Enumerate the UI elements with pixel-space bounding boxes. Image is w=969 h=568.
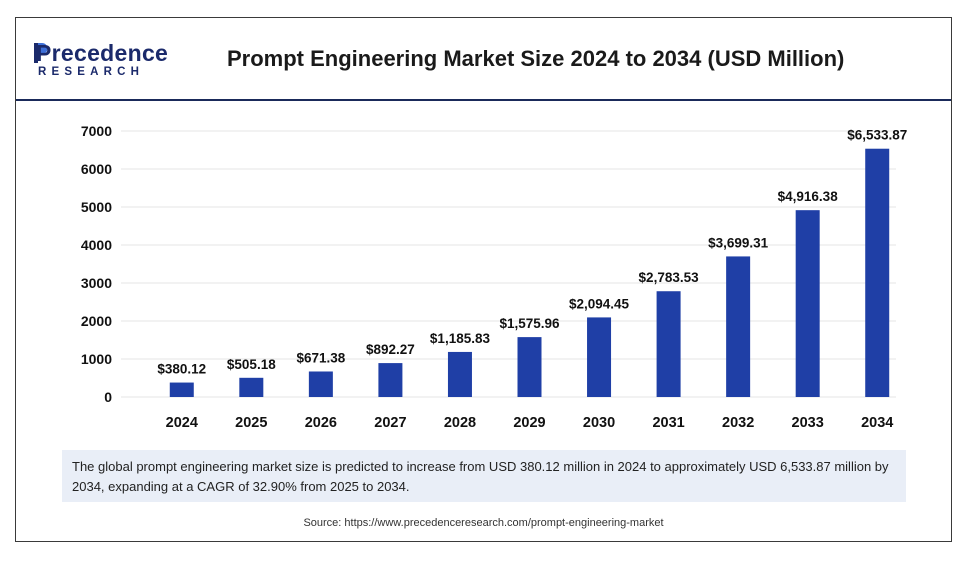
bar-chart: 0 1000 2000 3000 4000 5000 6000 7000 $380.12 2024… — [81, 123, 907, 431]
y-tick-label: 6000 — [81, 161, 112, 177]
chart-title: Prompt Engineering Market Size 2024 to 2… — [227, 46, 845, 71]
x-tick-label: 2033 — [792, 415, 824, 431]
y-tick-label: 1000 — [81, 351, 112, 367]
data-label: $671.38 — [296, 350, 345, 365]
y-tick-label: 7000 — [81, 123, 112, 139]
data-label: $4,916.38 — [778, 189, 839, 204]
x-tick-label: 2028 — [444, 415, 476, 431]
logo-brand-name: Precedence — [36, 40, 169, 66]
bar — [865, 148, 890, 397]
x-tick-label: 2026 — [305, 415, 337, 431]
summary-note: The global prompt engineering market siz… — [62, 450, 906, 502]
header: Precedence RESEARCH Prompt Engineering M… — [16, 18, 951, 101]
data-label: $1,185.83 — [430, 331, 491, 346]
x-tick-label: 2027 — [374, 415, 406, 431]
bar — [795, 210, 820, 397]
bar — [726, 256, 751, 397]
x-tick-label: 2025 — [235, 415, 267, 431]
bar — [239, 377, 264, 397]
source-text: Source: https://www.precedenceresearch.c… — [303, 517, 664, 529]
data-label: $3,699.31 — [708, 235, 769, 250]
chart-frame: Precedence RESEARCH Prompt Engineering M… — [15, 17, 952, 542]
bar — [169, 382, 194, 397]
y-tick-label: 2000 — [81, 313, 112, 329]
logo: Precedence RESEARCH — [34, 40, 186, 84]
x-tick-label: 2029 — [513, 415, 545, 431]
bar — [656, 291, 681, 397]
logo-brand-sub: RESEARCH — [38, 66, 145, 78]
x-tick-label: 2032 — [722, 415, 754, 431]
data-label: $2,783.53 — [639, 270, 700, 285]
y-tick-label: 4000 — [81, 237, 112, 253]
bar — [308, 371, 333, 397]
data-label: $892.27 — [366, 342, 415, 357]
bar — [447, 351, 472, 397]
data-label: $380.12 — [157, 362, 206, 377]
data-label: $6,533.87 — [847, 128, 907, 143]
data-label: $1,575.96 — [499, 316, 560, 331]
x-tick-label: 2034 — [861, 415, 893, 431]
y-tick-label: 3000 — [81, 275, 112, 291]
y-tick-label: 5000 — [81, 199, 112, 215]
bar — [378, 363, 403, 397]
data-label: $505.18 — [227, 357, 276, 372]
x-tick-label: 2030 — [583, 415, 615, 431]
x-tick-label: 2031 — [652, 415, 684, 431]
logo-mark-icon — [34, 43, 47, 63]
x-tick-label: 2024 — [166, 415, 198, 431]
data-label: $2,094.45 — [569, 296, 630, 311]
bar — [587, 317, 612, 397]
bar — [517, 337, 542, 397]
y-tick-label: 0 — [104, 389, 112, 405]
